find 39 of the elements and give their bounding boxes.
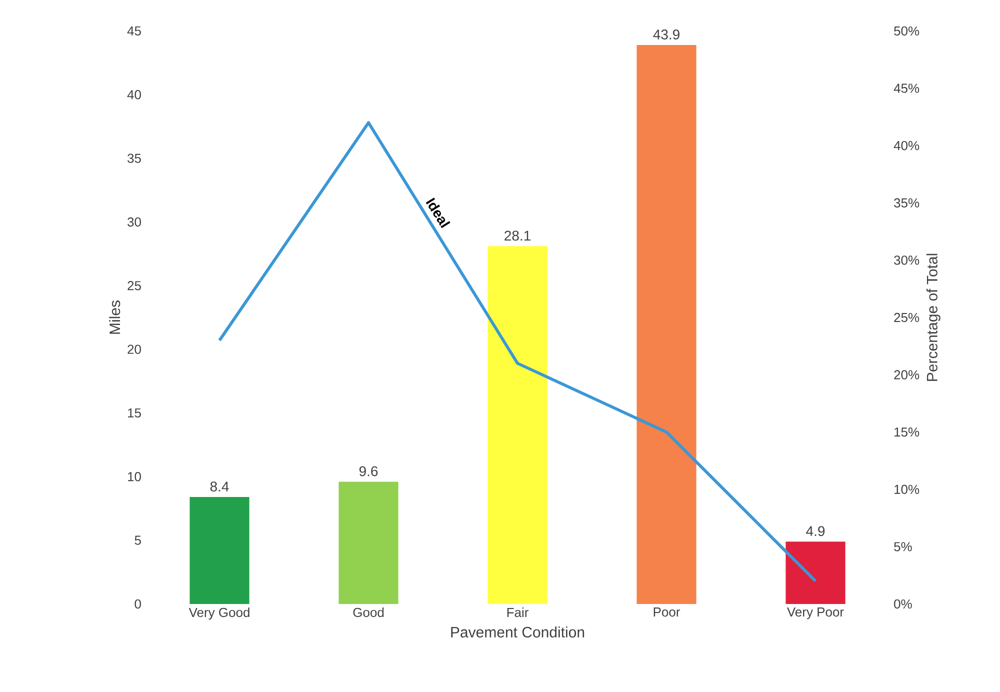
bar (488, 246, 548, 604)
y2-tick-label: 25% (894, 312, 920, 322)
y-axis-title: Miles (109, 300, 120, 334)
x-axis-title: Pavement Condition (451, 626, 584, 638)
y2-axis-title: Percentage of Total (926, 254, 940, 381)
x-tick-label: Very Good (188, 608, 250, 620)
bar (786, 542, 846, 604)
y-tick-label: 20 (128, 344, 141, 354)
y2-tick-label: 45% (894, 84, 920, 93)
y2-tick-label: 30% (894, 256, 920, 265)
x-tick-label: Poor (654, 608, 680, 617)
x-tick-label: Very Poor (787, 608, 844, 620)
y-tick-label: 10 (128, 472, 141, 482)
y2-tick-label: 50% (894, 26, 920, 36)
y2-tick-label: 40% (894, 140, 920, 150)
data-label: 9.6 (359, 466, 378, 476)
y2-tick-label: 20% (894, 370, 920, 380)
data-label: 8.4 (210, 482, 229, 492)
x-tick-label: Fair (507, 608, 528, 618)
bar (636, 44, 696, 604)
bar (338, 482, 398, 604)
bar (190, 497, 250, 604)
y-tick-label: 5 (134, 536, 141, 545)
y-tick-label: 30 (128, 217, 141, 227)
y2-tick-label: 5% (894, 542, 912, 552)
data-label: 43.9 (653, 30, 680, 40)
y-tick-label: 25 (128, 281, 141, 290)
y-tick-label: 45 (127, 26, 141, 36)
y2-tick-label: 15% (894, 428, 920, 437)
y-tick-label: 0 (134, 599, 141, 609)
data-label: 4.9 (806, 526, 825, 536)
data-label: 28.1 (504, 230, 530, 241)
x-tick-label: Good (353, 608, 384, 618)
y2-tick-label: 10% (894, 484, 920, 494)
y-tick-label: 40 (127, 90, 141, 100)
y-tick-label: 35 (128, 154, 141, 163)
y-tick-label: 15 (128, 408, 141, 418)
y2-tick-label: 35% (894, 198, 920, 208)
y2-tick-label: 0% (894, 599, 912, 609)
